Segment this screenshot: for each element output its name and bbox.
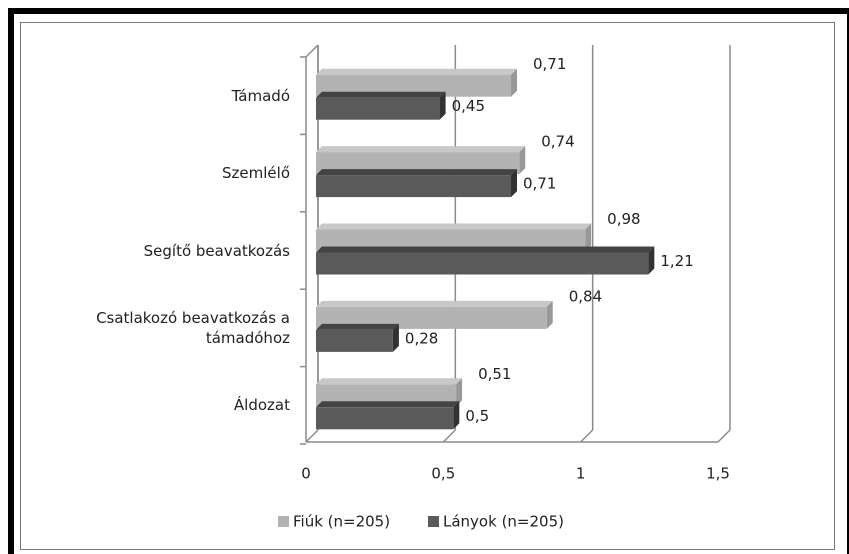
bar-side — [439, 91, 446, 120]
legend-swatch — [278, 516, 289, 527]
bar-side — [453, 401, 460, 430]
value-label: 0,74 — [541, 133, 574, 151]
value-label: 0,28 — [405, 329, 438, 347]
bar — [316, 175, 512, 198]
floor-line — [442, 429, 456, 443]
bar-top — [316, 246, 655, 253]
y-tick-label: Szemlélő — [222, 164, 290, 183]
legend-label: Fiúk (n=205) — [293, 513, 390, 531]
bar-top — [316, 300, 553, 307]
x-tick-label: 0 — [301, 465, 311, 483]
bar — [316, 229, 586, 252]
floor-line — [305, 429, 319, 443]
frame — [8, 8, 849, 554]
bar — [316, 152, 520, 175]
bar-top — [316, 401, 460, 408]
value-label: 0,98 — [607, 210, 640, 228]
chart-area — [20, 22, 835, 550]
value-label: 0,71 — [523, 175, 556, 193]
legend-swatch — [428, 516, 439, 527]
bar-side — [456, 378, 463, 407]
bar-top — [316, 223, 592, 230]
bar-side — [519, 146, 526, 175]
y-tick-label: Áldozat — [233, 396, 290, 415]
bar — [316, 74, 512, 97]
bar — [316, 97, 440, 120]
value-label: 0,84 — [569, 287, 602, 305]
bar-top — [316, 169, 518, 176]
y-tick-label: Segítő beavatkozás — [143, 241, 290, 260]
value-label: 0,5 — [465, 407, 489, 425]
bar — [316, 252, 649, 275]
x-tick-label: 0,5 — [431, 465, 455, 483]
bar-side — [546, 300, 553, 329]
bar-side — [585, 223, 592, 252]
bar — [316, 407, 454, 430]
bar — [316, 384, 457, 407]
bar-top — [316, 378, 463, 385]
x-tick-label: 1 — [576, 465, 586, 483]
bar-side — [511, 68, 518, 97]
value-label: 0,51 — [478, 365, 511, 383]
bar-top — [316, 68, 518, 75]
x-tick-label: 1,5 — [706, 465, 730, 483]
y-tick-label: Támadó — [231, 86, 290, 105]
bar — [316, 306, 547, 329]
y-tick-label: Csatlakozó beavatkozás a támadóhoz — [96, 308, 290, 347]
axis-line — [305, 44, 319, 58]
value-label: 0,71 — [533, 55, 566, 73]
floor-line — [717, 429, 731, 443]
bar-top — [316, 91, 446, 98]
bar-top — [316, 323, 399, 330]
bar-top — [316, 146, 526, 153]
bar-side — [648, 246, 655, 275]
value-label: 1,21 — [660, 252, 693, 270]
bar-side — [511, 169, 518, 198]
legend-label: Lányok (n=205) — [443, 513, 564, 531]
bar-side — [392, 323, 399, 352]
value-label: 0,45 — [452, 97, 485, 115]
floor-line — [580, 429, 594, 443]
bar — [316, 329, 393, 352]
